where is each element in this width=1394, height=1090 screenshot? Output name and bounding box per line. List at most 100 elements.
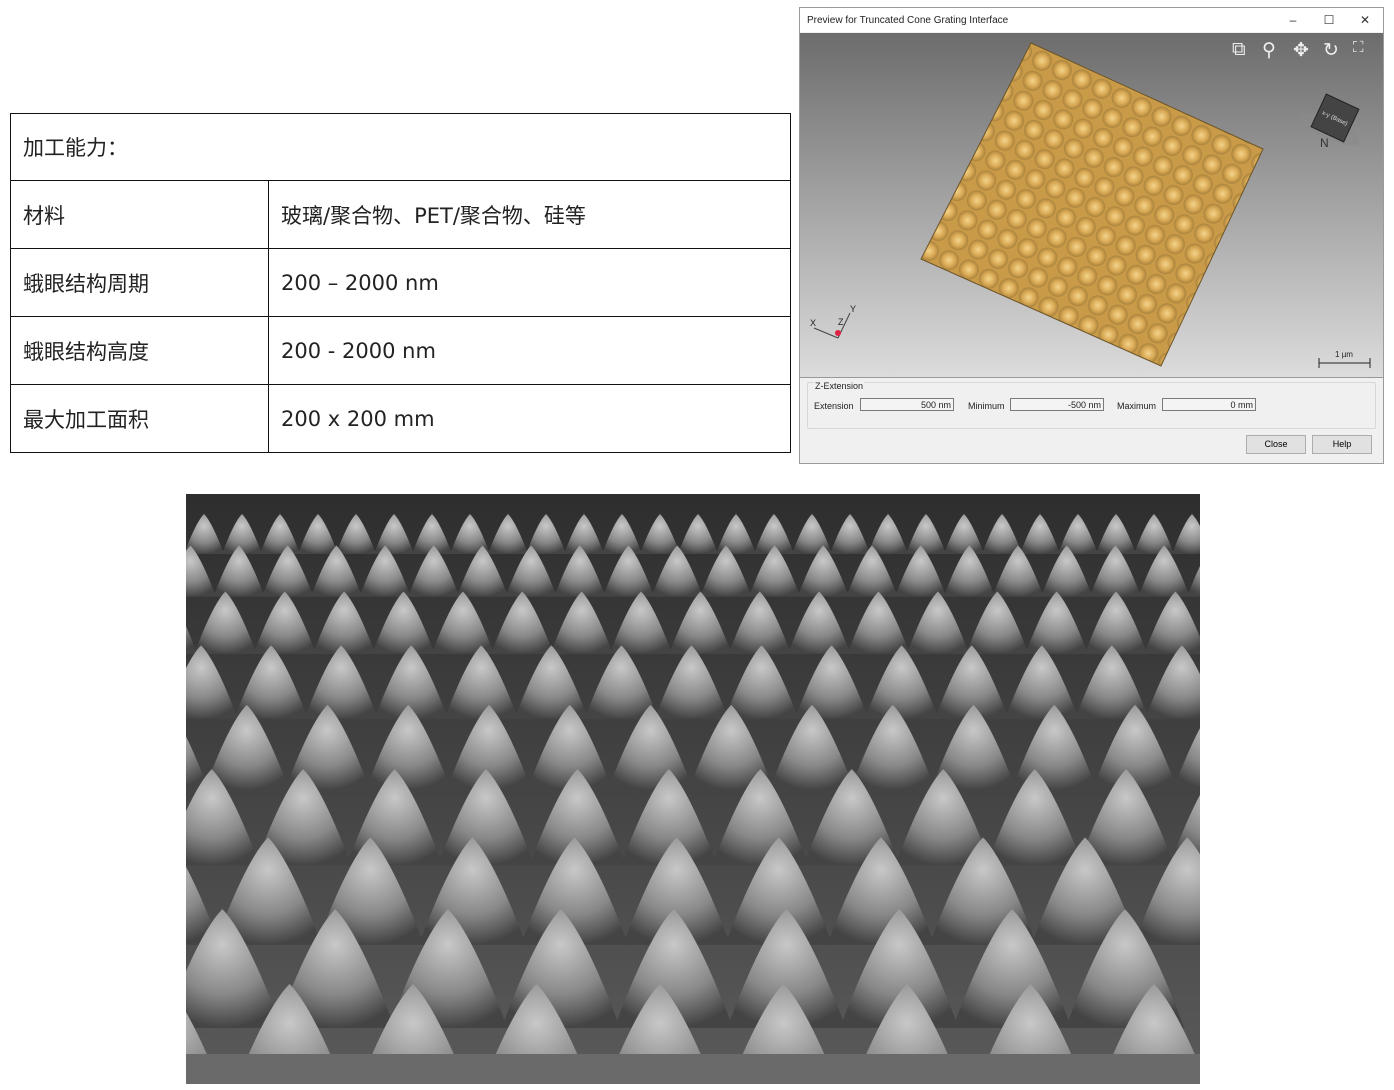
cone-structure [186, 909, 282, 1028]
row-label: 蛾眼结构高度 [10, 316, 269, 385]
maximize-button[interactable]: ☐ [1323, 13, 1335, 27]
cone-structure [895, 545, 947, 597]
cone-structure [275, 909, 395, 1028]
cone-structure [608, 704, 693, 790]
cone-structure [992, 545, 1044, 597]
scale-bar: 1 µm [1318, 350, 1371, 368]
minimum-field[interactable]: -500 nm [1010, 398, 1104, 411]
cone-structure [803, 769, 900, 866]
cone-structure [372, 591, 435, 655]
cone-structure [186, 545, 216, 597]
cone-structure [550, 591, 613, 655]
rotate-icon[interactable]: ↻ [1323, 40, 1339, 61]
row-value: 200 - 2000 nm [268, 316, 791, 385]
cone-structure [520, 837, 629, 945]
cone-structure [234, 645, 308, 720]
close-button[interactable]: Close [1246, 435, 1306, 454]
svg-text:X: X [810, 318, 816, 328]
cone-structure [488, 514, 528, 554]
cone-structure [651, 545, 703, 597]
cone-structure [640, 514, 680, 554]
minimize-button[interactable]: – [1289, 13, 1297, 27]
cone-structure [186, 514, 224, 554]
cone-structure [669, 591, 732, 655]
3d-viewport[interactable]: ⧉ ⚲ ✥ ↻ ⛶ x-y (Base) N X Y Z 1 µm [800, 33, 1383, 378]
cone-structure [437, 769, 535, 866]
sem-micrograph [186, 494, 1200, 1084]
orientation-cube[interactable]: x-y (Base) [1297, 88, 1372, 151]
svg-text:1 µm: 1 µm [1335, 350, 1353, 359]
cone-structure [298, 514, 338, 554]
z-extension-group: Z-Extension Extension 500 nm Minimum -50… [807, 381, 1376, 429]
fit-view-icon[interactable]: ⛶ [1353, 39, 1364, 56]
row-value: 200 x 200 mm [268, 384, 791, 453]
cone-structure [716, 514, 756, 554]
svg-text:Z: Z [838, 317, 844, 327]
cone-structure [1089, 545, 1142, 597]
table-row: 蛾眼结构周期 200 – 2000 nm [10, 248, 791, 317]
cone-structure [895, 769, 992, 866]
cone-structure [827, 837, 935, 945]
cone-structure [186, 626, 198, 655]
cone-structure [505, 545, 557, 597]
cone-structure [450, 514, 490, 554]
cone-structure [1138, 545, 1190, 597]
cone-structure [262, 545, 314, 597]
cone-structure [712, 769, 809, 866]
cone-structure [260, 514, 300, 554]
cone-structure [797, 545, 849, 597]
zoom-window-icon[interactable]: ⧉ [1232, 39, 1246, 60]
cone-structure [1041, 545, 1093, 597]
capability-table: 加工能力： 材料 玻璃/聚合物、PET/聚合物、硅等 蛾眼结构周期 200 – 20… [10, 113, 791, 453]
cone-structure [374, 645, 449, 720]
cone-structure [1020, 514, 1060, 554]
cone-structure [847, 591, 910, 655]
cone-structure [584, 645, 659, 720]
cone-structure [839, 909, 959, 1028]
cone-structure [1173, 728, 1200, 790]
cone-structure [794, 645, 869, 720]
cone-structure [336, 514, 376, 554]
group-label: Z-Extension [814, 381, 865, 391]
table-row: 材料 玻璃/聚合物、PET/聚合物、硅等 [10, 180, 791, 249]
cone-structure [1133, 837, 1200, 945]
cone-structure [194, 591, 257, 655]
cone-structure [934, 645, 1009, 720]
cone-structure [614, 909, 734, 1028]
cone-structure [316, 837, 424, 945]
cone-structure [564, 514, 604, 554]
cone-structure [365, 704, 451, 790]
maximum-field[interactable]: 0 mm [1162, 398, 1256, 411]
cone-structure [725, 837, 833, 945]
cone-structure [1031, 837, 1139, 945]
cone-structure [931, 704, 1016, 790]
window-title: Preview for Truncated Cone Grating Inter… [807, 14, 1009, 26]
extension-field[interactable]: 500 nm [860, 398, 954, 411]
cone-structure [255, 769, 352, 866]
cone-structure [1084, 591, 1148, 655]
cone-structure [620, 769, 718, 866]
cone-structure [1187, 566, 1200, 597]
pan-icon[interactable]: ✥ [1293, 40, 1309, 61]
cone-structure [850, 704, 936, 790]
cone-structure [602, 545, 655, 597]
cone-structure [222, 514, 262, 554]
cone-structure [456, 545, 509, 597]
close-window-button[interactable]: ✕ [1359, 13, 1371, 27]
cone-structure [864, 645, 939, 720]
cone-structure [527, 704, 613, 790]
cone-structure [312, 591, 376, 655]
zoom-icon[interactable]: ⚲ [1262, 40, 1276, 61]
cone-structure [728, 591, 791, 655]
cone-structure [906, 514, 946, 554]
table-row: 最大加工面积 200 x 200 mm [10, 384, 791, 453]
cone-structure [602, 514, 642, 554]
help-button[interactable]: Help [1312, 435, 1372, 454]
cone-structure [724, 645, 799, 720]
cone-structure [213, 545, 265, 597]
cone-structure [1025, 591, 1088, 655]
compass-north: N [1320, 136, 1329, 150]
cone-structure [253, 591, 316, 655]
table-row: 蛾眼结构高度 200 - 2000 nm [10, 316, 791, 385]
cone-structure [748, 545, 801, 597]
